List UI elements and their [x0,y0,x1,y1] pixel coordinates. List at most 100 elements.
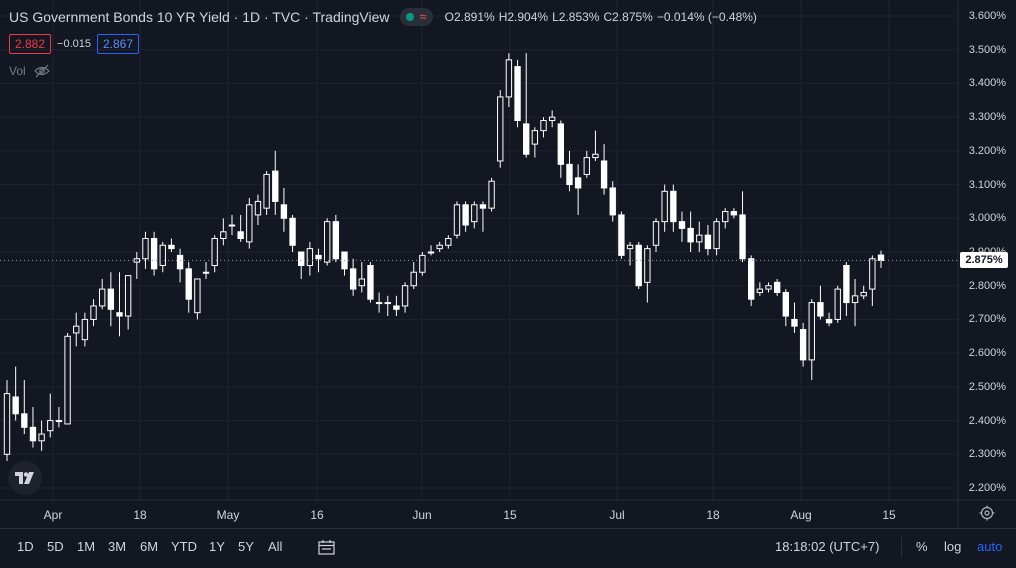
candle-down [514,66,521,122]
candle-down [600,160,608,189]
candle-up [81,318,89,341]
candle-down [462,204,469,226]
candle-down [29,426,37,442]
candle-up [401,285,409,307]
time-tick-label: 18 [133,508,147,522]
timeframe-6m[interactable]: 6M [140,539,159,554]
candle-down [635,244,642,287]
timeframe-5y[interactable]: 5Y [238,539,254,554]
candle-down [670,190,677,223]
candle-up [531,130,539,145]
candle-down [825,318,833,324]
candle-up [358,278,365,287]
candlestick-chart[interactable] [0,0,1016,528]
timeframe-all[interactable]: All [268,539,283,554]
candle-up [834,288,841,320]
time-tick-label: Apr [43,508,63,522]
candle-down [393,305,400,310]
candle-up [202,271,210,274]
bottom-toolbar: 1D 5D 1M 3M 6M YTD 1Y 5Y All 18:18:02 (U… [0,528,1016,568]
candle-down [817,302,824,317]
candle-down [730,211,738,216]
high-value: 2.904% [507,10,549,24]
candle-down [168,244,175,250]
candle-down [609,187,616,216]
candle-up [194,278,201,314]
candle-up [869,258,876,290]
spread-value: −0.015 [57,38,91,50]
price-tick-label: 2.200% [968,482,1006,494]
candle-up [384,302,391,305]
price-tick-label: 2.600% [968,347,1006,360]
candle-down [116,312,123,317]
candle-down [739,214,746,260]
tradingview-logo-icon[interactable] [8,461,42,495]
date-range-calendar-icon[interactable] [318,539,335,555]
time-tick-label: Aug [790,508,812,522]
price-tick-label: 2.500% [968,380,1006,393]
candle-up [55,420,63,423]
symbol-title[interactable]: US Government Bonds 10 YR Yield · 1D · T… [9,9,390,25]
candle-down [799,329,807,361]
candle-down [773,281,781,293]
candle-up [644,248,651,283]
log-scale-toggle[interactable]: log [944,539,962,554]
auto-scale-toggle[interactable]: auto [977,539,1003,554]
candle-up [419,254,426,273]
candle-down [237,231,244,240]
candle-down [12,396,19,415]
candle-up [220,231,227,240]
divider [901,537,902,557]
candle-down [21,413,28,428]
candle-up [246,204,253,243]
timeframe-1y[interactable]: 1Y [209,539,225,554]
candle-down [523,123,530,155]
price-tick-label: 3.600% [968,10,1006,22]
candle-up [722,211,729,223]
bid-price[interactable]: 2.882 [9,34,52,54]
candle-up [99,288,106,307]
candle-up [497,96,504,162]
time-tick-label: May [216,508,240,522]
candle-up [436,244,443,250]
timeframe-ytd[interactable]: YTD [171,539,197,554]
wave-icon: ≈ [419,9,427,24]
price-tick-label: 3.100% [968,178,1006,191]
settings-gear-icon[interactable] [979,505,995,521]
candle-up [64,335,71,425]
candle-up [445,238,452,246]
timeframe-3m[interactable]: 3M [108,539,127,554]
candle-up [808,302,815,361]
candle-up [661,190,668,223]
price-tick-label: 3.500% [968,43,1006,56]
last-price-badge: 2.875% [960,252,1008,269]
candle-down [557,123,565,165]
time-tick-label: 16 [310,508,324,522]
time-tick-label: 18 [706,508,720,522]
candle-up [427,251,435,254]
price-tick-label: 3.200% [968,144,1006,157]
change-value: −0.014% (−0.48%) [656,10,757,24]
timeframe-1m[interactable]: 1M [77,539,96,554]
price-tick-label: 2.800% [968,279,1006,292]
candle-up [159,244,166,266]
candle-up [306,248,314,266]
timezone-clock[interactable]: 18:18:02 (UTC+7) [775,539,880,554]
quote-row: 2.882 −0.015 2.867 [9,34,140,54]
low-value: 2.853% [558,10,600,24]
candle-down [349,268,357,290]
candle-up [851,295,859,304]
eye-hidden-icon[interactable] [33,64,50,78]
candle-up [211,238,218,266]
market-status-toggle[interactable]: ≈ [399,8,433,26]
price-tick-label: 3.000% [968,212,1006,225]
ask-price[interactable]: 2.867 [96,34,140,54]
candle-down [185,268,192,300]
candle-down [289,217,296,246]
percent-scale-toggle[interactable]: % [916,539,928,554]
timeframe-5d[interactable]: 5D [47,539,64,554]
candle-down [782,291,789,317]
candle-up [228,224,236,227]
timeframe-1d[interactable]: 1D [17,539,34,554]
candle-up [592,153,599,159]
